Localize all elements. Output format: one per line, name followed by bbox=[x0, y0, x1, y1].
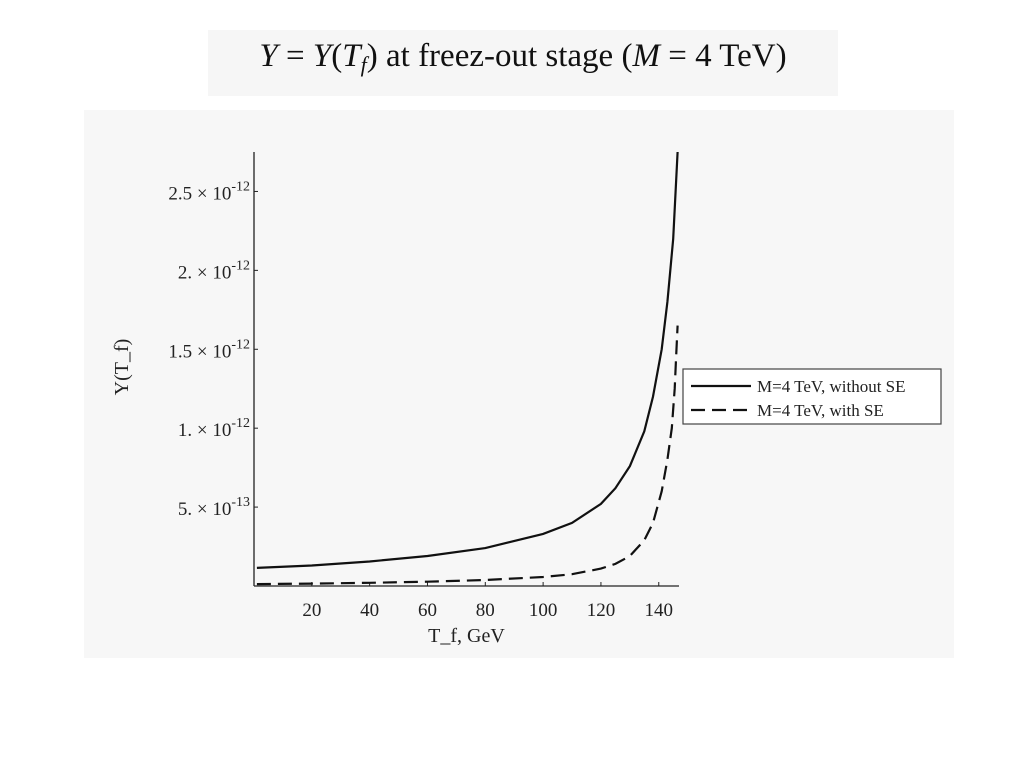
title-band bbox=[208, 30, 838, 96]
y-tick-label: 2. × 10-12 bbox=[178, 258, 250, 283]
x-tick-label: 40 bbox=[360, 600, 379, 621]
slide-title: Y = Y(Tf) at freez-out stage (M = 4 TeV) bbox=[259, 38, 787, 77]
title-equals: = bbox=[286, 38, 305, 74]
y-tick-label: 1. × 10-12 bbox=[178, 416, 250, 441]
title-text: at freez-out stage bbox=[386, 38, 614, 74]
title-subscript: f bbox=[360, 52, 367, 77]
x-tick-label: 20 bbox=[302, 600, 321, 621]
x-axis-label: T_f, GeV bbox=[428, 625, 505, 647]
x-tick-label: 80 bbox=[476, 600, 495, 621]
x-tick-label: 140 bbox=[645, 600, 674, 621]
y-axis-label: Y(T_f) bbox=[111, 339, 133, 396]
legend-label-2: M=4 TeV, with SE bbox=[757, 401, 884, 420]
title-value: = 4 TeV bbox=[668, 38, 776, 74]
x-tick-label: 120 bbox=[587, 600, 616, 621]
legend-box bbox=[682, 368, 942, 425]
series-line-2 bbox=[256, 325, 679, 586]
title-param: M bbox=[632, 38, 660, 74]
y-tick-label: 1.5 × 10-12 bbox=[168, 337, 250, 362]
title-var: T bbox=[342, 38, 361, 74]
x-tick-label: 60 bbox=[418, 600, 437, 621]
y-tick-label: 5. × 10-13 bbox=[178, 495, 250, 520]
x-tick-label: 100 bbox=[529, 600, 558, 621]
legend-label-1: M=4 TeV, without SE bbox=[757, 377, 906, 396]
title-lhs: Y bbox=[259, 38, 278, 74]
series-line-1 bbox=[256, 151, 679, 569]
y-tick-label: 2.5 × 10-12 bbox=[168, 179, 250, 204]
title-func: Y bbox=[312, 38, 332, 74]
